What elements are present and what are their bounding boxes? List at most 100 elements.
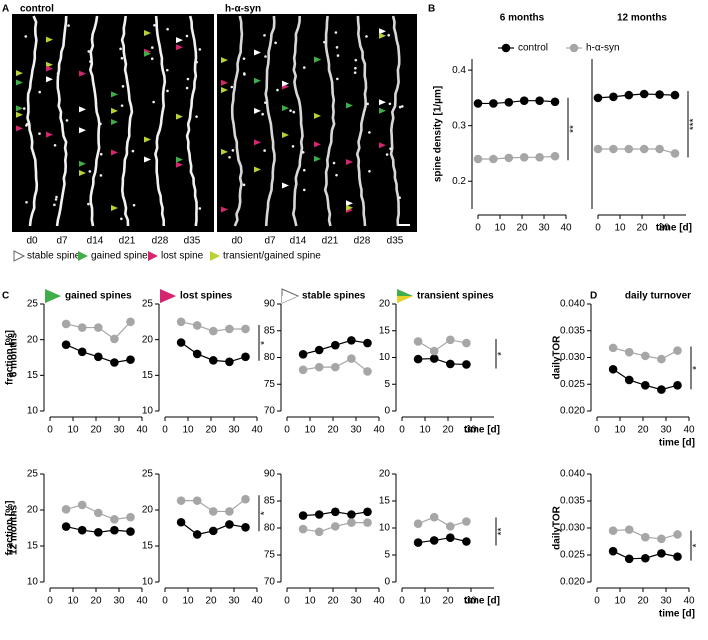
data-point: [61, 340, 71, 349]
spine-arrow: [254, 139, 261, 146]
dendrite: [185, 15, 198, 227]
legend-arrow: [13, 250, 26, 262]
day-label: d28: [354, 236, 371, 247]
x-tick-label: 40: [251, 596, 263, 607]
image-label: h-α-syn: [225, 4, 261, 15]
spine-dot: [385, 153, 389, 156]
data-point: [192, 349, 202, 359]
y-tick-label: 75: [264, 379, 276, 390]
y-tick-label: 0.030: [560, 523, 585, 534]
spine-dot: [400, 105, 404, 108]
data-point: [225, 507, 234, 516]
x-tick-label: 20: [90, 425, 102, 436]
spine-dot: [368, 170, 371, 173]
dendrite: [154, 15, 167, 226]
data-point: [624, 144, 634, 154]
y-tick-label: 0: [384, 406, 390, 417]
chart-title: daily turnover: [625, 291, 691, 302]
data-point: [624, 90, 634, 100]
dendrite: [264, 15, 276, 227]
y-tick-label: 15: [379, 325, 391, 336]
data-point: [94, 508, 103, 518]
dendrite: [88, 15, 101, 227]
spine-dot: [195, 60, 198, 64]
data-point: [209, 507, 218, 516]
spine-dot: [335, 173, 338, 177]
data-point: [347, 354, 356, 363]
data-point: [657, 354, 666, 364]
chart-title: lost spines: [180, 291, 233, 302]
spine-dot: [55, 195, 58, 199]
data-point: [94, 323, 103, 332]
spine-arrow: [221, 86, 228, 93]
legend-marker: [501, 43, 511, 53]
x-axis-label: time [d]: [659, 438, 695, 449]
x-tick-label: 0: [284, 425, 290, 436]
spine-dot: [87, 50, 91, 53]
spine-arrow: [79, 160, 86, 167]
x-tick-label: 20: [90, 596, 102, 607]
data-point: [489, 99, 498, 108]
day-label: d14: [290, 236, 307, 247]
y-tick-label: 10: [379, 352, 391, 363]
x-tick-label: 20: [516, 223, 528, 234]
spine-arrow: [79, 106, 86, 113]
spine-dot: [242, 183, 246, 187]
spine-dot: [38, 90, 41, 94]
legend-arrow: [148, 251, 158, 261]
spine-arrow: [282, 182, 289, 189]
x-tick-label: 10: [182, 596, 194, 607]
data-point: [110, 358, 119, 367]
y-tick-label: 0.020: [560, 406, 585, 417]
spine-dot: [56, 72, 60, 75]
panel-letter: C: [2, 291, 9, 302]
data-point: [241, 494, 250, 504]
dendrite: [230, 15, 244, 227]
y-axis-label: fraction [%]: [5, 501, 16, 556]
spine-arrow: [79, 127, 86, 134]
data-point: [363, 507, 372, 517]
spine-arrow: [111, 205, 118, 212]
data-point: [624, 525, 634, 534]
x-tick-label: 40: [560, 223, 572, 234]
x-tick-label: 20: [637, 425, 649, 436]
spine-arrow: [254, 107, 261, 114]
significance-label: *: [260, 511, 271, 515]
spine-dot: [354, 58, 358, 62]
legend-label: control: [518, 43, 548, 54]
spine-arrow: [346, 102, 353, 109]
data-point: [126, 317, 135, 327]
data-point: [314, 510, 324, 519]
data-point: [298, 524, 308, 534]
data-point: [657, 385, 666, 394]
x-tick-label: 0: [47, 596, 53, 607]
x-tick-label: 10: [614, 223, 626, 234]
y-tick-label: 25: [142, 469, 154, 480]
spine-dot: [398, 196, 401, 200]
series-line: [418, 537, 467, 544]
data-point: [446, 533, 455, 543]
spine-arrow: [282, 132, 289, 139]
x-tick-label: 10: [419, 425, 431, 436]
spine-dot: [274, 41, 277, 45]
data-point: [298, 349, 308, 359]
y-tick-label: 20: [379, 299, 391, 310]
y-tick-label: 20: [27, 505, 39, 516]
data-point: [363, 367, 372, 376]
data-point: [241, 522, 250, 532]
data-point: [608, 364, 618, 374]
data-point: [608, 546, 618, 556]
spine-arrow: [254, 166, 261, 173]
spine-arrow: [111, 91, 118, 98]
spine-arrow: [16, 105, 23, 112]
x-tick-label: 0: [47, 425, 53, 436]
column-icon: [282, 296, 298, 303]
data-point: [489, 154, 498, 164]
significance-label: *: [497, 352, 508, 356]
data-point: [331, 362, 340, 372]
spine-dot: [366, 102, 369, 106]
x-tick-label: 40: [251, 425, 263, 436]
data-point: [609, 92, 618, 102]
chart-title: stable spines: [302, 291, 366, 302]
x-tick-label: 10: [304, 425, 316, 436]
